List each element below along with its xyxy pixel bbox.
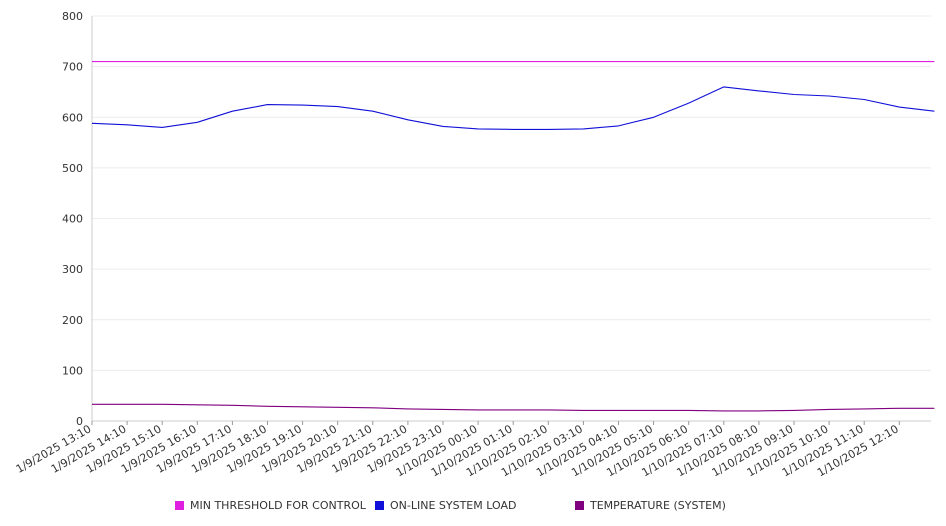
legend-swatch-system-load	[375, 501, 384, 510]
series-line-2	[92, 403, 935, 412]
legend-label-min-threshold: MIN THRESHOLD FOR CONTROL	[190, 499, 366, 512]
legend-item-system-load: ON-LINE SYSTEM LOAD	[375, 498, 516, 514]
y-tick-label: 200	[62, 314, 83, 327]
legend-item-temperature: TEMPERATURE (SYSTEM)	[575, 498, 726, 514]
legend-label-system-load: ON-LINE SYSTEM LOAD	[390, 499, 517, 512]
y-tick-label: 400	[62, 213, 83, 226]
legend-label-temperature: TEMPERATURE (SYSTEM)	[590, 499, 726, 512]
y-tick-label: 600	[62, 111, 83, 124]
y-tick-label: 800	[62, 10, 83, 23]
series-line-1	[91, 86, 935, 130]
legend-swatch-temperature	[575, 501, 584, 510]
chart-legend: MIN THRESHOLD FOR CONTROL ON-LINE SYSTEM…	[0, 498, 946, 514]
y-tick-label: 300	[62, 263, 83, 276]
y-tick-label: 500	[62, 162, 83, 175]
y-tick-label: 0	[76, 415, 83, 428]
legend-swatch-min-threshold	[175, 501, 184, 510]
y-tick-label: 100	[62, 364, 83, 377]
legend-item-min-threshold: MIN THRESHOLD FOR CONTROL	[175, 498, 366, 514]
y-tick-label: 700	[62, 61, 83, 74]
